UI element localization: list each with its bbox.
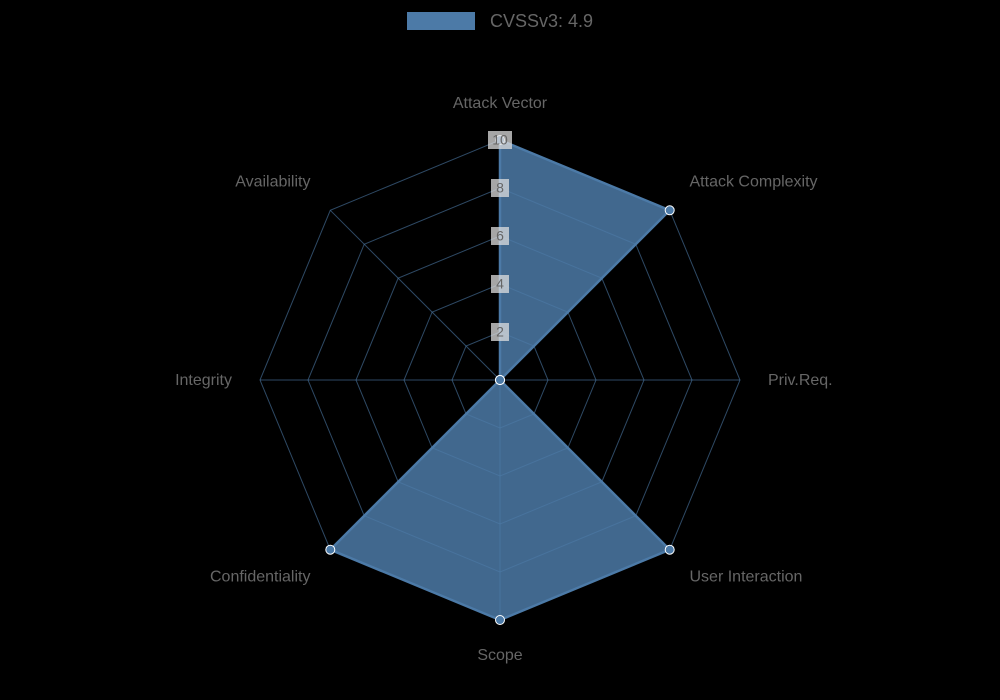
legend-swatch xyxy=(407,12,475,30)
tick-label: 10 xyxy=(492,132,508,148)
axis-label: Scope xyxy=(477,647,522,664)
tick-label: 8 xyxy=(496,180,504,196)
axis-label: Availability xyxy=(235,173,310,190)
data-point xyxy=(326,545,335,554)
axis-label: Priv.Req. xyxy=(768,372,833,389)
legend: CVSSv3: 4.9 xyxy=(0,10,1000,32)
tick-label: 2 xyxy=(496,324,504,340)
axis-label: Attack Complexity xyxy=(690,173,818,190)
radar-chart: 2 4 6 8 10 Attack Vector Attack Complexity Priv… xyxy=(0,0,1000,700)
data-point xyxy=(496,376,505,385)
axis-label: Confidentiality xyxy=(210,569,311,586)
data-point xyxy=(665,545,674,554)
legend-label: CVSSv3: 4.9 xyxy=(490,11,593,31)
tick-label: 4 xyxy=(496,276,504,292)
grid-spoke xyxy=(330,210,500,380)
data-point xyxy=(496,616,505,625)
tick-label: 6 xyxy=(496,228,504,244)
axis-label: Integrity xyxy=(175,372,232,389)
data-point xyxy=(665,206,674,215)
axis-label: Attack Vector xyxy=(453,95,548,112)
axis-label: User Interaction xyxy=(690,569,803,586)
